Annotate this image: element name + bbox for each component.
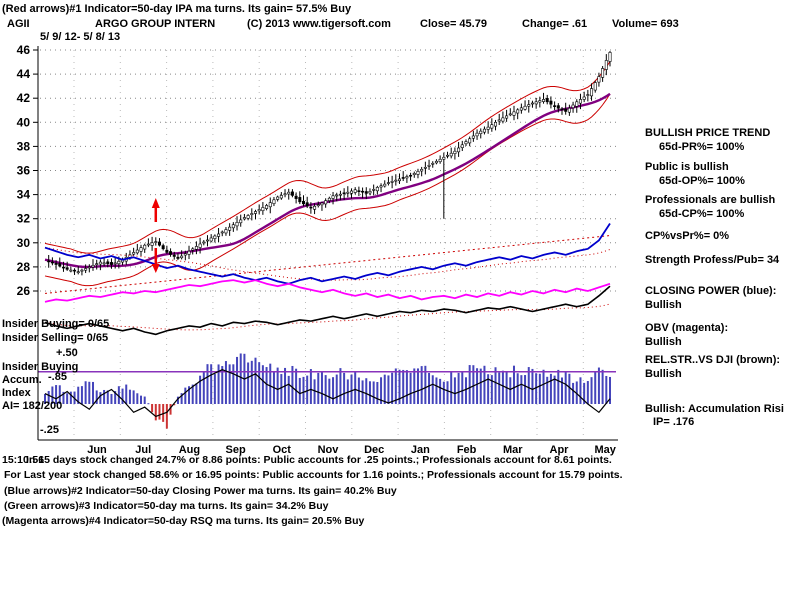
svg-text:Sep: Sep	[226, 444, 246, 456]
company-name: ARGO GROUP INTERN	[95, 18, 216, 30]
closing-power-line	[44, 223, 611, 285]
relstr-status: Bullish	[645, 368, 682, 380]
index-label: Index	[2, 387, 31, 399]
ai-value: AI= 182/200	[2, 400, 63, 412]
op-percent: 65d-OP%= 100%	[659, 175, 745, 187]
stats-year-line: For Last year stock changed 58.6% or 16.…	[4, 469, 623, 481]
price-axis-labels: 46 44 42 40 38 36 34 32 30 28 26	[17, 43, 38, 298]
svg-text:Mar: Mar	[503, 444, 523, 456]
copyright: (C) 2013 www.tigersoft.com	[247, 18, 391, 30]
accum-title: Insider Buying	[2, 361, 79, 373]
svg-text:Nov: Nov	[318, 444, 340, 456]
relative-strength-line	[44, 285, 611, 336]
svg-text:32: 32	[17, 212, 31, 226]
ticker-symbol: AGII	[7, 18, 30, 30]
svg-text:46: 46	[17, 43, 31, 57]
svg-text:38: 38	[17, 139, 31, 153]
closing-power-status: Bullish	[645, 299, 682, 311]
obv-status: Bullish	[645, 336, 682, 348]
svg-text:Feb: Feb	[457, 444, 477, 456]
obv-line	[44, 279, 611, 303]
indicator3-line: (Green arrows)#3 Indicator=50-day ma tur…	[4, 500, 329, 512]
accumulation-histogram	[44, 353, 611, 429]
svg-text:34: 34	[17, 188, 31, 202]
pr-percent: 65d-PR%= 100%	[659, 141, 745, 153]
svg-text:May: May	[594, 444, 616, 456]
insider-selling-count: Insider Selling= 0/65	[2, 332, 109, 344]
svg-text:26: 26	[17, 284, 31, 298]
insider-buying-count: Insider Buying= 0/65	[2, 318, 110, 330]
volume-value: Volume= 693	[612, 18, 679, 30]
ma-line	[44, 92, 611, 269]
obv-title: OBV (magenta):	[645, 322, 729, 334]
svg-text:40: 40	[17, 115, 31, 129]
strength-ratio: Strength Profess/Pub= 34	[645, 254, 780, 266]
svg-text:Aug: Aug	[179, 444, 200, 456]
svg-text:30: 30	[17, 236, 31, 250]
svg-text:Jun: Jun	[87, 444, 107, 456]
indicator4-line: (Magenta arrows)#4 Indicator=50-day RSQ …	[2, 515, 365, 527]
svg-text:Jul: Jul	[135, 444, 151, 456]
cp-percent: 65d-CP%= 100%	[659, 208, 745, 220]
price-chart-canvas: 46 44 42 40 38 36 34 32 30 28 26 Jun Jul Aug Sep Oct Nov…	[17, 43, 618, 456]
closing-power-title: CLOSING POWER (blue):	[645, 285, 777, 297]
svg-text:28: 28	[17, 260, 31, 274]
accum-label: Accum.	[2, 374, 42, 386]
indicator1-header: (Red arrows)#1 Indicator=50-day IPA ma t…	[2, 3, 352, 15]
indicator2-line: (Blue arrows)#2 Indicator=50-day Closing…	[4, 485, 397, 497]
histogram-scale-plus: +.50	[56, 347, 78, 359]
svg-text:Jan: Jan	[411, 444, 430, 456]
histogram-scale-minus: -.25	[40, 424, 59, 436]
professionals-status: Professionals are bullish	[645, 194, 776, 206]
ip-value: IP= .176	[653, 416, 695, 428]
timestamp: 15:10:51	[2, 454, 45, 466]
svg-text:44: 44	[17, 67, 31, 81]
svg-text:42: 42	[17, 91, 31, 105]
grid	[40, 49, 616, 438]
trend-title: BULLISH PRICE TREND	[645, 127, 771, 139]
buy-signal-arrows	[151, 198, 160, 273]
month-labels: Jun Jul Aug Sep Oct Nov Dec Jan Feb Mar Apr May	[87, 444, 617, 456]
accumulation-line	[44, 369, 611, 418]
svg-text:36: 36	[17, 164, 31, 178]
close-value: Close= 45.79	[420, 18, 487, 30]
svg-text:Dec: Dec	[364, 444, 384, 456]
stats-65day-line: In 65 days stock changed 24.7% or 8.86 p…	[26, 454, 612, 466]
cp-vs-pr: CP%vsPr%= 0%	[645, 230, 730, 242]
relstr-title: REL.STR..VS DJI (brown):	[645, 354, 781, 366]
date-range: 5/ 9/ 12- 5/ 8/ 13	[40, 31, 121, 43]
accumulation-status: Bullish: Accumulation Risi	[645, 403, 784, 415]
svg-text:Oct: Oct	[273, 444, 292, 456]
svg-text:Apr: Apr	[550, 444, 570, 456]
public-status: Public is bullish	[645, 161, 729, 173]
price-bands	[44, 61, 611, 287]
change-value: Change= .61	[522, 18, 588, 30]
candlesticks	[47, 50, 612, 276]
accum-value: -.85	[48, 371, 67, 383]
